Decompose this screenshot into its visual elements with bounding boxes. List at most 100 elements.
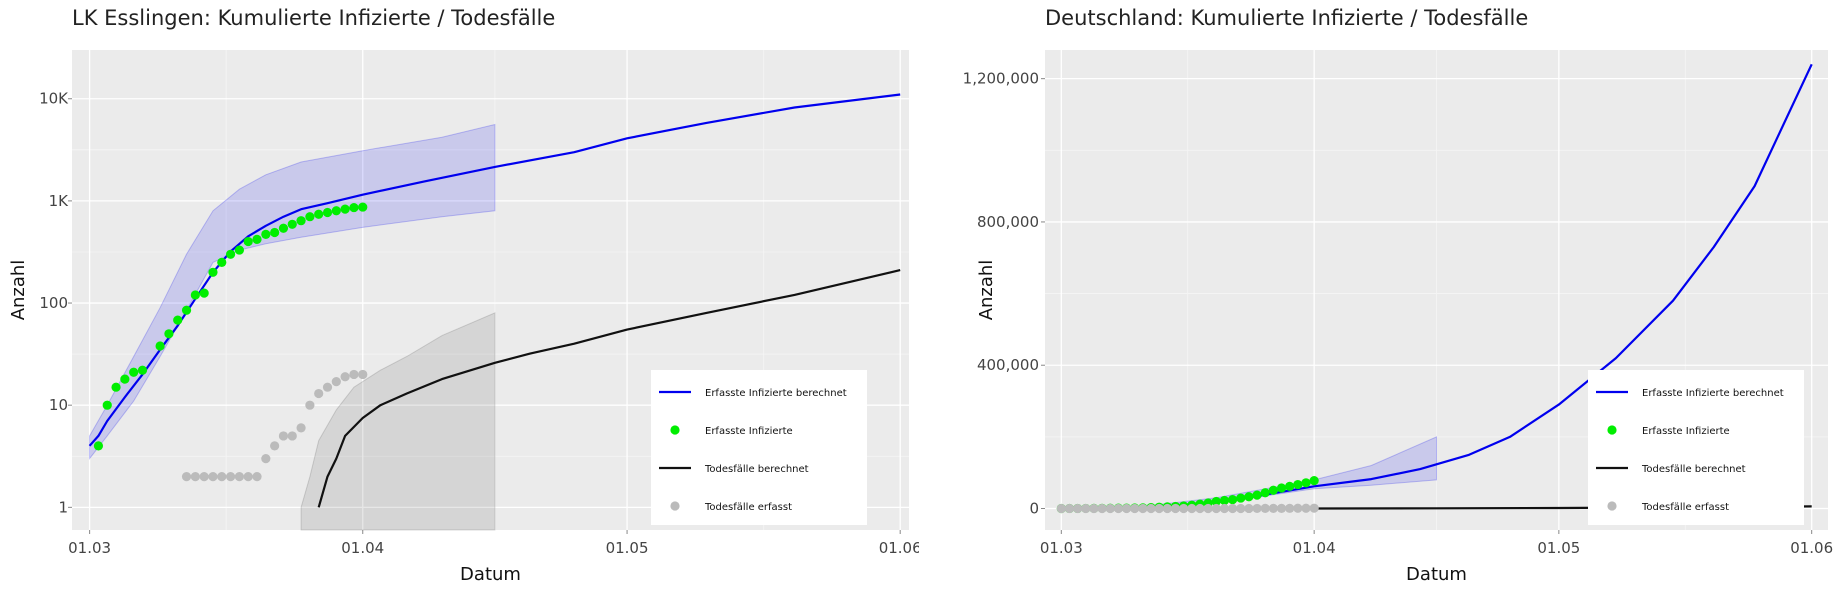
data-point (296, 423, 306, 433)
data-point (331, 377, 341, 387)
data-point (1293, 479, 1303, 490)
legend-label: Todesfälle erfasst (1641, 502, 1729, 513)
y-axis-title: Anzahl (976, 260, 997, 321)
data-point (1130, 503, 1140, 514)
legend-label: Erfasste Infizierte (1642, 426, 1730, 437)
legend-key-point (1607, 425, 1617, 435)
data-point (137, 365, 148, 375)
legend-label: Todesfälle berechnet (1641, 464, 1746, 475)
data-point (173, 315, 183, 325)
data-point (1268, 503, 1278, 513)
legend-label: Todesfälle erfasst (704, 502, 792, 513)
chart-esslingen: 01.03 01.04 01.05 01.06 1 10 100 1K 10K Datum Anza… (8, 50, 919, 585)
legend: Erfasste Infizierte berechnet Erfasste In… (1588, 370, 1804, 525)
y-tick-label: 0 (1029, 500, 1039, 518)
data-point (305, 212, 315, 222)
data-point (1301, 503, 1311, 513)
data-point (1285, 503, 1295, 513)
x-tick-label: 01.04 (1293, 539, 1336, 557)
data-point (331, 206, 341, 216)
data-point (225, 249, 236, 259)
data-point (243, 471, 253, 482)
scatter-series (181, 369, 368, 482)
data-point (287, 431, 297, 441)
confidence-band (89, 123, 496, 461)
chart-panel-esslingen: LK Esslingen: Kumulierte Infizierte / To… (8, 6, 919, 585)
legend-label: Erfasste Infizierte berechnet (705, 388, 847, 399)
data-point (1276, 483, 1287, 493)
data-point (181, 305, 192, 315)
data-point (1203, 503, 1213, 514)
data-point (1064, 503, 1075, 514)
data-point (349, 202, 359, 213)
data-point (1211, 496, 1221, 507)
chart-deutschland: 01.03 01.04 01.05 01.06 0 400,000 800,000 1,200… (963, 50, 1833, 585)
x-tick-label: 01.03 (1040, 539, 1083, 557)
data-point (358, 369, 368, 380)
data-point (1170, 503, 1181, 514)
data-point (1260, 488, 1270, 498)
data-point (1211, 503, 1221, 514)
data-point (1089, 503, 1099, 514)
data-point (358, 202, 368, 212)
minor-grid (1045, 50, 1828, 530)
data-point (1252, 490, 1262, 500)
legend-key-point (1607, 501, 1617, 511)
data-point (1301, 478, 1311, 488)
data-point (1056, 503, 1066, 514)
chart-panel-deutschland: Deutschland: Kumulierte Infizierte / Tod… (919, 0, 1838, 590)
data-point (1187, 503, 1197, 514)
data-point (1236, 503, 1246, 514)
data-point (217, 471, 227, 482)
data-point (1162, 503, 1172, 514)
data-point (1252, 503, 1262, 514)
data-point (1285, 481, 1295, 491)
chart-title: LK Esslingen: Kumulierte Infizierte / To… (72, 6, 556, 30)
data-point (243, 236, 253, 247)
data-point (1236, 493, 1246, 503)
data-point (234, 245, 244, 255)
x-tick-label: 01.06 (879, 539, 919, 557)
major-grid (72, 50, 909, 530)
data-point (1260, 503, 1270, 514)
legend: Erfasste Infizierte berechnet Erfasste In… (651, 370, 867, 525)
data-point (278, 431, 289, 441)
data-point (1309, 476, 1319, 486)
x-tick-label: 01.03 (68, 539, 111, 557)
data-point (1113, 503, 1124, 514)
data-point (1309, 503, 1319, 513)
data-point (1227, 494, 1238, 505)
data-point (120, 374, 130, 384)
data-point (1293, 503, 1303, 513)
data-point (305, 400, 315, 410)
data-point (129, 367, 139, 377)
data-point (164, 329, 174, 339)
data-point (234, 471, 244, 482)
x-tick-label: 01.05 (1537, 539, 1580, 557)
data-point (261, 229, 271, 239)
data-point (217, 257, 227, 267)
data-point (278, 223, 289, 233)
data-point (1219, 495, 1230, 506)
data-point (111, 382, 121, 392)
data-point (1179, 503, 1189, 514)
series-line (88, 93, 901, 447)
data-point (1244, 503, 1254, 514)
data-point (1154, 503, 1164, 514)
data-point (261, 454, 271, 464)
data-point (1081, 503, 1091, 514)
x-tick-label: 01.06 (1790, 539, 1833, 557)
data-point (1097, 503, 1107, 514)
series-line (317, 269, 901, 508)
data-point (1195, 503, 1205, 514)
legend-label: Erfasste Infizierte berechnet (1642, 388, 1784, 399)
data-point (322, 382, 333, 392)
legend-key-point (670, 501, 680, 511)
data-point (1146, 503, 1156, 514)
data-point (1105, 503, 1115, 514)
legend-key-point (670, 425, 680, 435)
data-point (322, 207, 333, 218)
data-point (1227, 503, 1238, 514)
chart-title: Deutschland: Kumulierte Infizierte / Tod… (1045, 6, 1529, 30)
x-tick-label: 01.04 (341, 539, 384, 557)
